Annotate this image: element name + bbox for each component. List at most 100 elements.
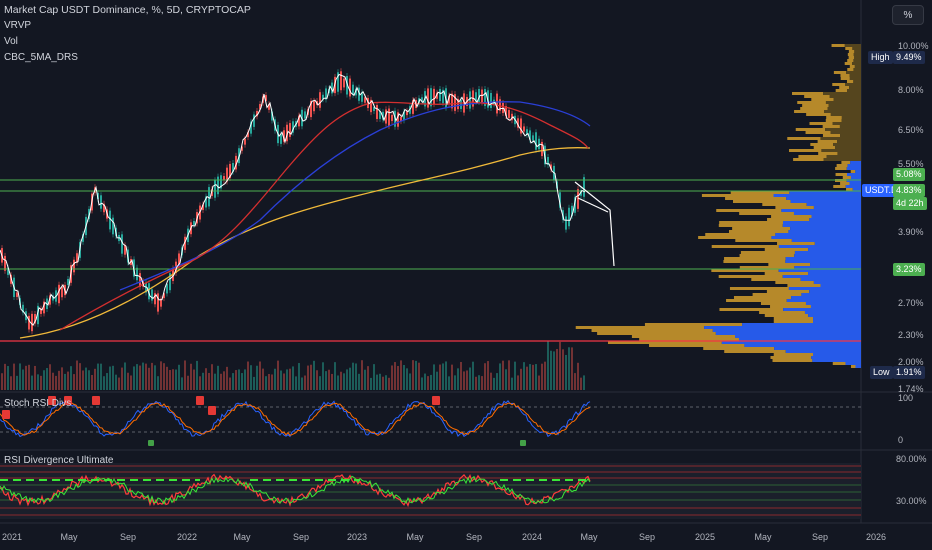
volume-bar xyxy=(103,376,105,390)
stoch-panel-title[interactable]: Stoch RSI Divs xyxy=(4,398,72,409)
rsi-line[interactable] xyxy=(0,473,591,508)
profile-bar-blue xyxy=(744,344,861,347)
candle-body xyxy=(583,177,585,197)
candle-body xyxy=(82,234,84,242)
profile-bar-blue xyxy=(853,53,861,56)
indicator-cbc[interactable]: CBC_5MA_DRS xyxy=(4,52,78,63)
candle-body xyxy=(382,111,384,120)
profile-bar-gold xyxy=(794,110,825,113)
candle-body xyxy=(412,100,414,114)
volume-bar xyxy=(25,365,27,390)
volume-bar xyxy=(310,364,312,390)
candle-body xyxy=(73,259,75,273)
stoch-d-line[interactable] xyxy=(0,402,591,436)
ma-red-line[interactable] xyxy=(59,101,589,331)
candle-body xyxy=(538,138,540,150)
profile-bar-blue xyxy=(853,59,861,62)
volume-bar xyxy=(478,375,480,390)
profile-bar-gold xyxy=(770,356,812,359)
volume-bar xyxy=(502,360,504,390)
candle-body xyxy=(253,114,255,127)
volume-bar xyxy=(4,363,6,390)
divergence-marker-bearish xyxy=(208,406,216,415)
profile-bar-gold xyxy=(752,293,802,296)
candle-body xyxy=(475,92,477,102)
price-line[interactable] xyxy=(0,73,586,327)
volume-bar xyxy=(496,373,498,390)
volume-bar xyxy=(364,369,366,390)
volume-bar xyxy=(523,362,525,390)
candle-body xyxy=(166,283,168,294)
indicator-vrvp[interactable]: VRVP xyxy=(4,20,32,31)
profile-bar-blue xyxy=(850,161,861,164)
stoch-k-line[interactable] xyxy=(0,400,591,438)
volume-bar xyxy=(226,366,228,390)
candle-body xyxy=(442,89,444,104)
profile-bar-blue xyxy=(823,158,861,161)
volume-bar xyxy=(127,372,129,390)
volume-bar xyxy=(61,367,63,390)
volume-bar xyxy=(514,361,516,390)
volume-bar xyxy=(241,373,243,390)
candle-body xyxy=(40,308,42,314)
profile-bar-gold xyxy=(804,95,830,98)
projection-path[interactable] xyxy=(574,181,615,267)
profile-bar-gold xyxy=(711,245,779,248)
volume-bar xyxy=(94,368,96,390)
volume-bar xyxy=(565,354,567,390)
candle-body xyxy=(292,121,294,133)
volume-bar xyxy=(247,361,249,390)
profile-bar-gold xyxy=(833,185,846,188)
volume-bar xyxy=(1,373,3,390)
profile-bar-gold xyxy=(764,248,809,251)
volume-bar xyxy=(376,374,378,390)
rsi-panel-title[interactable]: RSI Divergence Ultimate xyxy=(4,455,114,466)
profile-bar-blue xyxy=(829,95,861,98)
rsi-signal-line[interactable] xyxy=(0,475,591,505)
profile-bar-gold xyxy=(839,86,850,89)
ma-blue-line[interactable] xyxy=(119,101,591,291)
volume-bar xyxy=(136,364,138,390)
profile-bar-blue xyxy=(704,326,861,329)
candle-body xyxy=(139,273,141,287)
time-tick: Sep xyxy=(292,532,310,542)
profile-bar-gold xyxy=(833,71,847,74)
volume-bar xyxy=(256,365,258,390)
profile-bar-gold xyxy=(832,83,846,86)
candle-body xyxy=(451,93,453,109)
chart-title[interactable]: Market Cap USDT Dominance, %, 5D, CRYPTO… xyxy=(4,4,251,16)
candle-body xyxy=(148,283,150,300)
candle-body xyxy=(406,110,408,116)
profile-bar-gold xyxy=(739,254,795,257)
candle-body xyxy=(163,293,165,299)
candle-body xyxy=(478,89,480,102)
volume-bar xyxy=(544,361,546,390)
candle-body xyxy=(97,192,99,200)
volume-bar xyxy=(361,360,363,390)
volume-bar xyxy=(28,364,30,390)
indicator-vol[interactable]: Vol xyxy=(4,36,18,47)
profile-bar-blue xyxy=(778,245,861,248)
volume-bar xyxy=(415,360,417,390)
volume-bar xyxy=(118,377,120,390)
volume-bar xyxy=(181,377,183,390)
profile-bar-gold xyxy=(718,275,783,278)
volume-bar xyxy=(184,360,186,390)
profile-bar-gold xyxy=(775,281,814,284)
scale-toggle-button[interactable]: % xyxy=(892,5,924,25)
candle-body xyxy=(229,163,231,179)
volume-bar xyxy=(187,375,189,390)
volume-bar xyxy=(82,370,84,390)
ma-orange-line[interactable] xyxy=(19,147,591,339)
profile-bar-blue xyxy=(771,236,861,239)
time-tick: Sep xyxy=(638,532,656,542)
profile-bar-blue xyxy=(809,290,861,293)
volume-bar xyxy=(517,375,519,390)
profile-bar-blue xyxy=(820,137,861,140)
profile-bar-blue xyxy=(788,230,861,233)
profile-bar-blue xyxy=(846,167,861,170)
time-tick: May xyxy=(233,532,251,542)
profile-bar-blue xyxy=(794,254,861,257)
volume-bar xyxy=(370,377,372,390)
